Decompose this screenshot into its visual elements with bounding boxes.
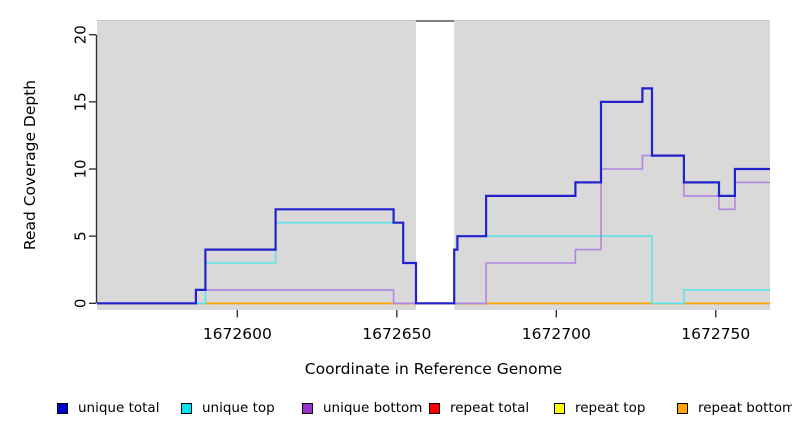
y-tick-label: 5 [72, 231, 90, 241]
legend-swatch [302, 402, 313, 414]
legend-item-repeat-total: repeat total [429, 398, 529, 418]
y-tick-label: 0 [72, 299, 90, 309]
coverage-gap-band [415, 20, 455, 310]
legend-swatch [554, 402, 565, 414]
plot-canvas: 0 5 10 15 20 1672600 1672650 1672700 1672750 [72, 20, 770, 343]
x-tick-label: 1672650 [362, 325, 431, 343]
legend-swatch [57, 402, 68, 414]
legend: unique total unique top unique bottom repea… [0, 398, 792, 424]
y-tick-label: 15 [72, 92, 90, 111]
legend-label: unique bottom [323, 400, 423, 416]
x-tick-label: 1672750 [681, 325, 750, 343]
series-line-unique-bottom [97, 154, 770, 305]
legend-swatch [677, 402, 688, 414]
x-axis-title: Coordinate in Reference Genome [304, 360, 563, 378]
legend-item-unique-top: unique top [181, 398, 275, 418]
y-axis-title: Read Coverage Depth [21, 79, 39, 251]
legend-item-repeat-top: repeat top [554, 398, 645, 418]
x-tick-label: 1672700 [522, 325, 591, 343]
legend-item-unique-total: unique total [57, 398, 159, 418]
legend-label: repeat total [450, 400, 530, 416]
y-tick-label: 20 [72, 25, 90, 44]
legend-label: unique total [78, 400, 160, 416]
legend-swatch [429, 402, 440, 414]
legend-label: repeat top [575, 400, 646, 416]
legend-swatch [181, 402, 192, 414]
legend-label: unique top [202, 400, 275, 416]
x-tick-label: 1672600 [203, 325, 272, 343]
legend-item-repeat-bottom: repeat bottom [677, 398, 792, 418]
legend-item-unique-bottom: unique bottom [302, 398, 422, 418]
y-tick-label: 10 [72, 159, 90, 178]
legend-label: repeat bottom [698, 400, 792, 416]
series-line-unique-total [97, 87, 770, 305]
